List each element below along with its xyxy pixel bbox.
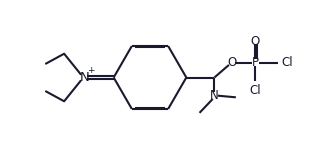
Text: N: N <box>80 71 90 84</box>
Text: P: P <box>252 56 259 69</box>
Text: +: + <box>87 66 94 75</box>
Text: O: O <box>227 56 236 69</box>
Text: Cl: Cl <box>249 84 261 97</box>
Text: O: O <box>251 35 260 48</box>
Text: N: N <box>210 89 219 102</box>
Text: Cl: Cl <box>282 56 293 69</box>
